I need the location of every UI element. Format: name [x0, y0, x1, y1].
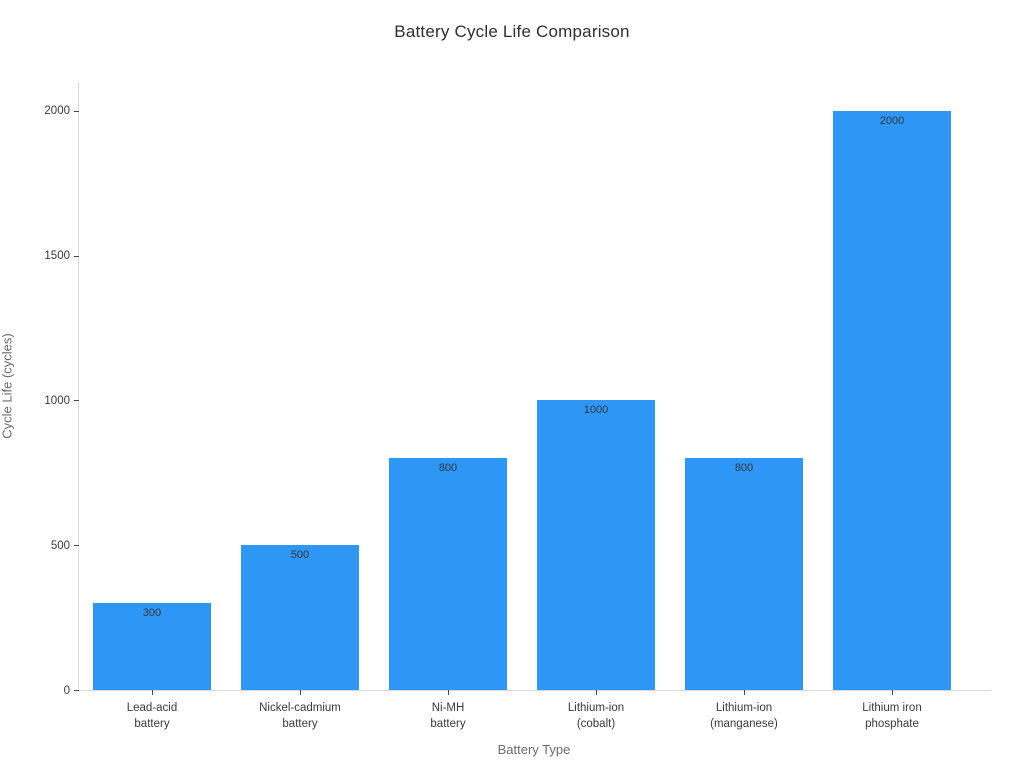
y-tick-label: 1500: [44, 250, 70, 263]
y-tick-label: 2000: [44, 105, 70, 118]
y-tick-label: 0: [63, 684, 70, 697]
y-axis-title: Cycle Life (cycles): [0, 333, 15, 439]
y-tick-mark: [74, 400, 79, 402]
y-tick-mark: [74, 110, 79, 112]
bar-value-label: 1000: [583, 404, 609, 416]
bar: 300: [93, 603, 211, 690]
bar: 500: [241, 545, 359, 690]
bar-value-label: 2000: [879, 115, 905, 127]
y-tick-label: 1000: [44, 394, 70, 407]
x-tick-label: Nickel-cadmium battery: [259, 702, 341, 730]
plot-area: 0 500 1000 1500 2000 300 Lead-acid battery 500 N…: [44, 82, 991, 730]
bar: 800: [685, 458, 803, 690]
x-tick-label: Lead-acid battery: [126, 702, 178, 730]
x-tick-label: Lithium-ion (manganese): [710, 702, 778, 730]
x-tick-label: Ni-MH battery: [430, 702, 466, 730]
x-tick-mark: [152, 690, 153, 695]
x-tick-label: Lithium iron phosphate: [862, 702, 922, 730]
x-tick-mark: [596, 690, 597, 695]
bar: 2000: [833, 111, 951, 690]
bar-value-label: 300: [142, 607, 162, 619]
chart-title: Battery Cycle Life Comparison: [394, 22, 630, 41]
bar: 1000: [537, 400, 655, 690]
y-tick-label: 500: [50, 539, 70, 552]
bar-value-label: 800: [734, 462, 754, 474]
y-tick-mark: [74, 690, 79, 691]
bar-value-label: 800: [438, 462, 458, 474]
x-tick-mark: [448, 690, 449, 695]
bar-value-label: 500: [290, 549, 310, 561]
x-tick-mark: [744, 690, 745, 695]
x-tick-label: Lithium-ion (cobalt): [567, 702, 625, 730]
x-tick-mark: [300, 690, 301, 695]
bar: 800: [389, 458, 507, 690]
y-tick-mark: [74, 545, 79, 547]
y-tick-mark: [74, 255, 79, 257]
x-axis-title: Battery Type: [497, 742, 571, 757]
x-tick-mark: [892, 690, 893, 695]
